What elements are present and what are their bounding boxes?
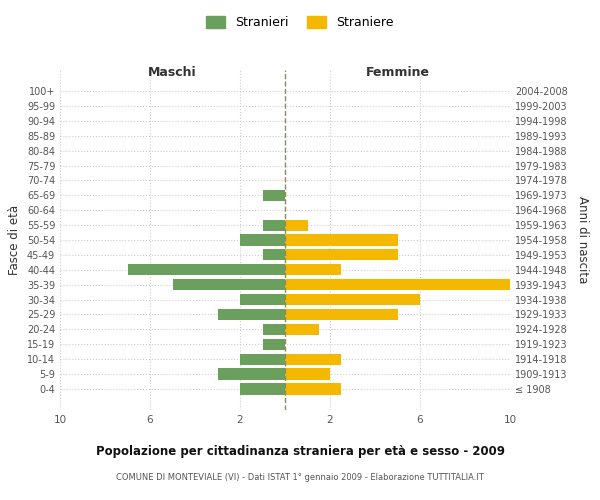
Bar bbox=[263, 220, 285, 230]
Text: Popolazione per cittadinanza straniera per età e sesso - 2009: Popolazione per cittadinanza straniera p… bbox=[95, 445, 505, 458]
Bar bbox=[263, 324, 285, 335]
Bar bbox=[285, 384, 341, 394]
Bar bbox=[285, 250, 398, 260]
Text: COMUNE DI MONTEVIALE (VI) - Dati ISTAT 1° gennaio 2009 - Elaborazione TUTTITALIA: COMUNE DI MONTEVIALE (VI) - Dati ISTAT 1… bbox=[116, 472, 484, 482]
Bar bbox=[285, 264, 341, 276]
Bar bbox=[240, 384, 285, 394]
Bar bbox=[240, 354, 285, 365]
Bar bbox=[285, 234, 398, 246]
Bar bbox=[240, 294, 285, 305]
Bar bbox=[285, 368, 330, 380]
Bar bbox=[263, 250, 285, 260]
Y-axis label: Anni di nascita: Anni di nascita bbox=[576, 196, 589, 284]
Bar bbox=[218, 309, 285, 320]
Bar bbox=[285, 309, 398, 320]
Bar bbox=[240, 234, 285, 246]
Bar bbox=[263, 338, 285, 350]
Bar bbox=[128, 264, 285, 276]
Bar bbox=[285, 279, 510, 290]
Bar bbox=[285, 220, 308, 230]
Bar bbox=[285, 324, 319, 335]
Bar bbox=[263, 190, 285, 201]
Bar bbox=[218, 368, 285, 380]
Text: Maschi: Maschi bbox=[148, 66, 197, 79]
Legend: Stranieri, Straniere: Stranieri, Straniere bbox=[202, 11, 398, 34]
Y-axis label: Fasce di età: Fasce di età bbox=[8, 205, 21, 275]
Bar bbox=[285, 294, 420, 305]
Bar bbox=[285, 354, 341, 365]
Text: Femmine: Femmine bbox=[365, 66, 430, 79]
Bar bbox=[173, 279, 285, 290]
